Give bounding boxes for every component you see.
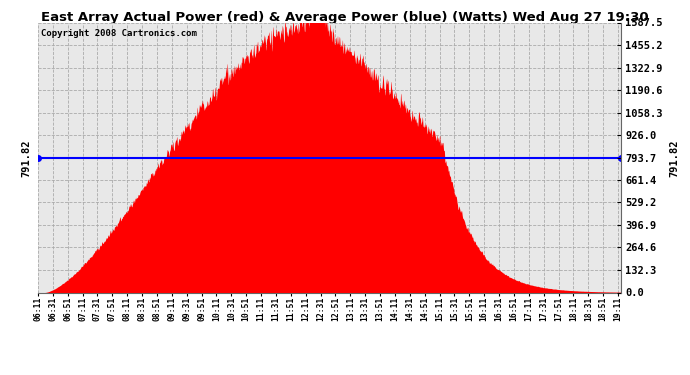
Text: Copyright 2008 Cartronics.com: Copyright 2008 Cartronics.com — [41, 29, 197, 38]
Text: 791.82: 791.82 — [21, 139, 31, 177]
Text: East Array Actual Power (red) & Average Power (blue) (Watts) Wed Aug 27 19:30: East Array Actual Power (red) & Average … — [41, 11, 649, 24]
Text: 791.82: 791.82 — [669, 139, 679, 177]
